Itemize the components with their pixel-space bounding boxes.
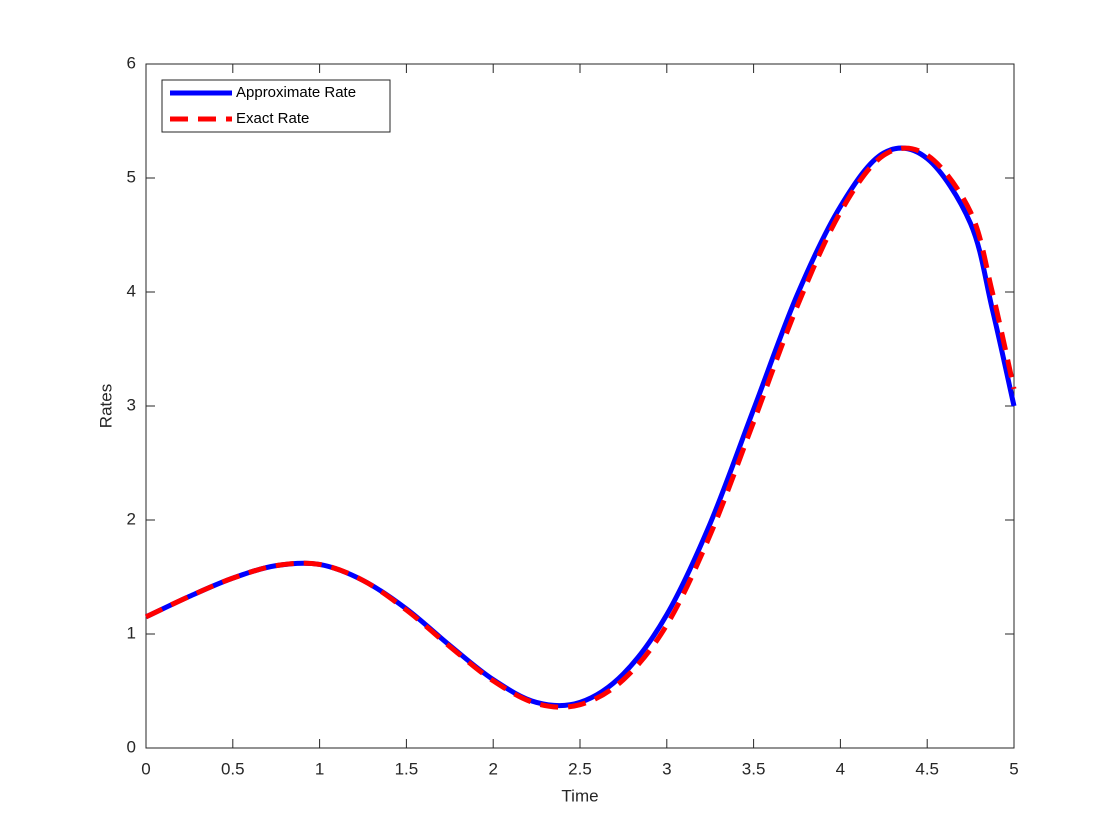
x-tick-label: 3 [662, 759, 671, 778]
x-tick-label: 4.5 [915, 759, 939, 778]
legend-label: Approximate Rate [236, 84, 356, 101]
y-tick-label: 6 [127, 53, 136, 72]
line-series [144, 145, 1017, 710]
x-tick-label: 4 [836, 759, 845, 778]
y-axis-label: Rates [96, 384, 115, 428]
y-tick-label: 0 [127, 737, 136, 756]
x-tick-label: 0 [141, 759, 150, 778]
y-tick-label: 3 [127, 395, 136, 414]
plot-area [145, 63, 1015, 749]
x-tick-label: 0.5 [221, 759, 245, 778]
x-axis-label: Time [561, 786, 598, 805]
legend-label: Exact Rate [236, 110, 309, 127]
x-tick-label: 1.5 [395, 759, 419, 778]
legend-box [161, 79, 391, 133]
x-tick-label: 1 [315, 759, 324, 778]
x-tick-label: 2.5 [568, 759, 592, 778]
y-tick-label: 4 [127, 281, 136, 300]
x-tick-label: 2 [488, 759, 497, 778]
y-tick-label: 2 [127, 509, 136, 528]
x-tick-label: 5 [1009, 759, 1018, 778]
y-tick-label: 1 [127, 623, 136, 642]
x-tick-label: 3.5 [742, 759, 766, 778]
y-tick-label: 5 [127, 167, 136, 186]
